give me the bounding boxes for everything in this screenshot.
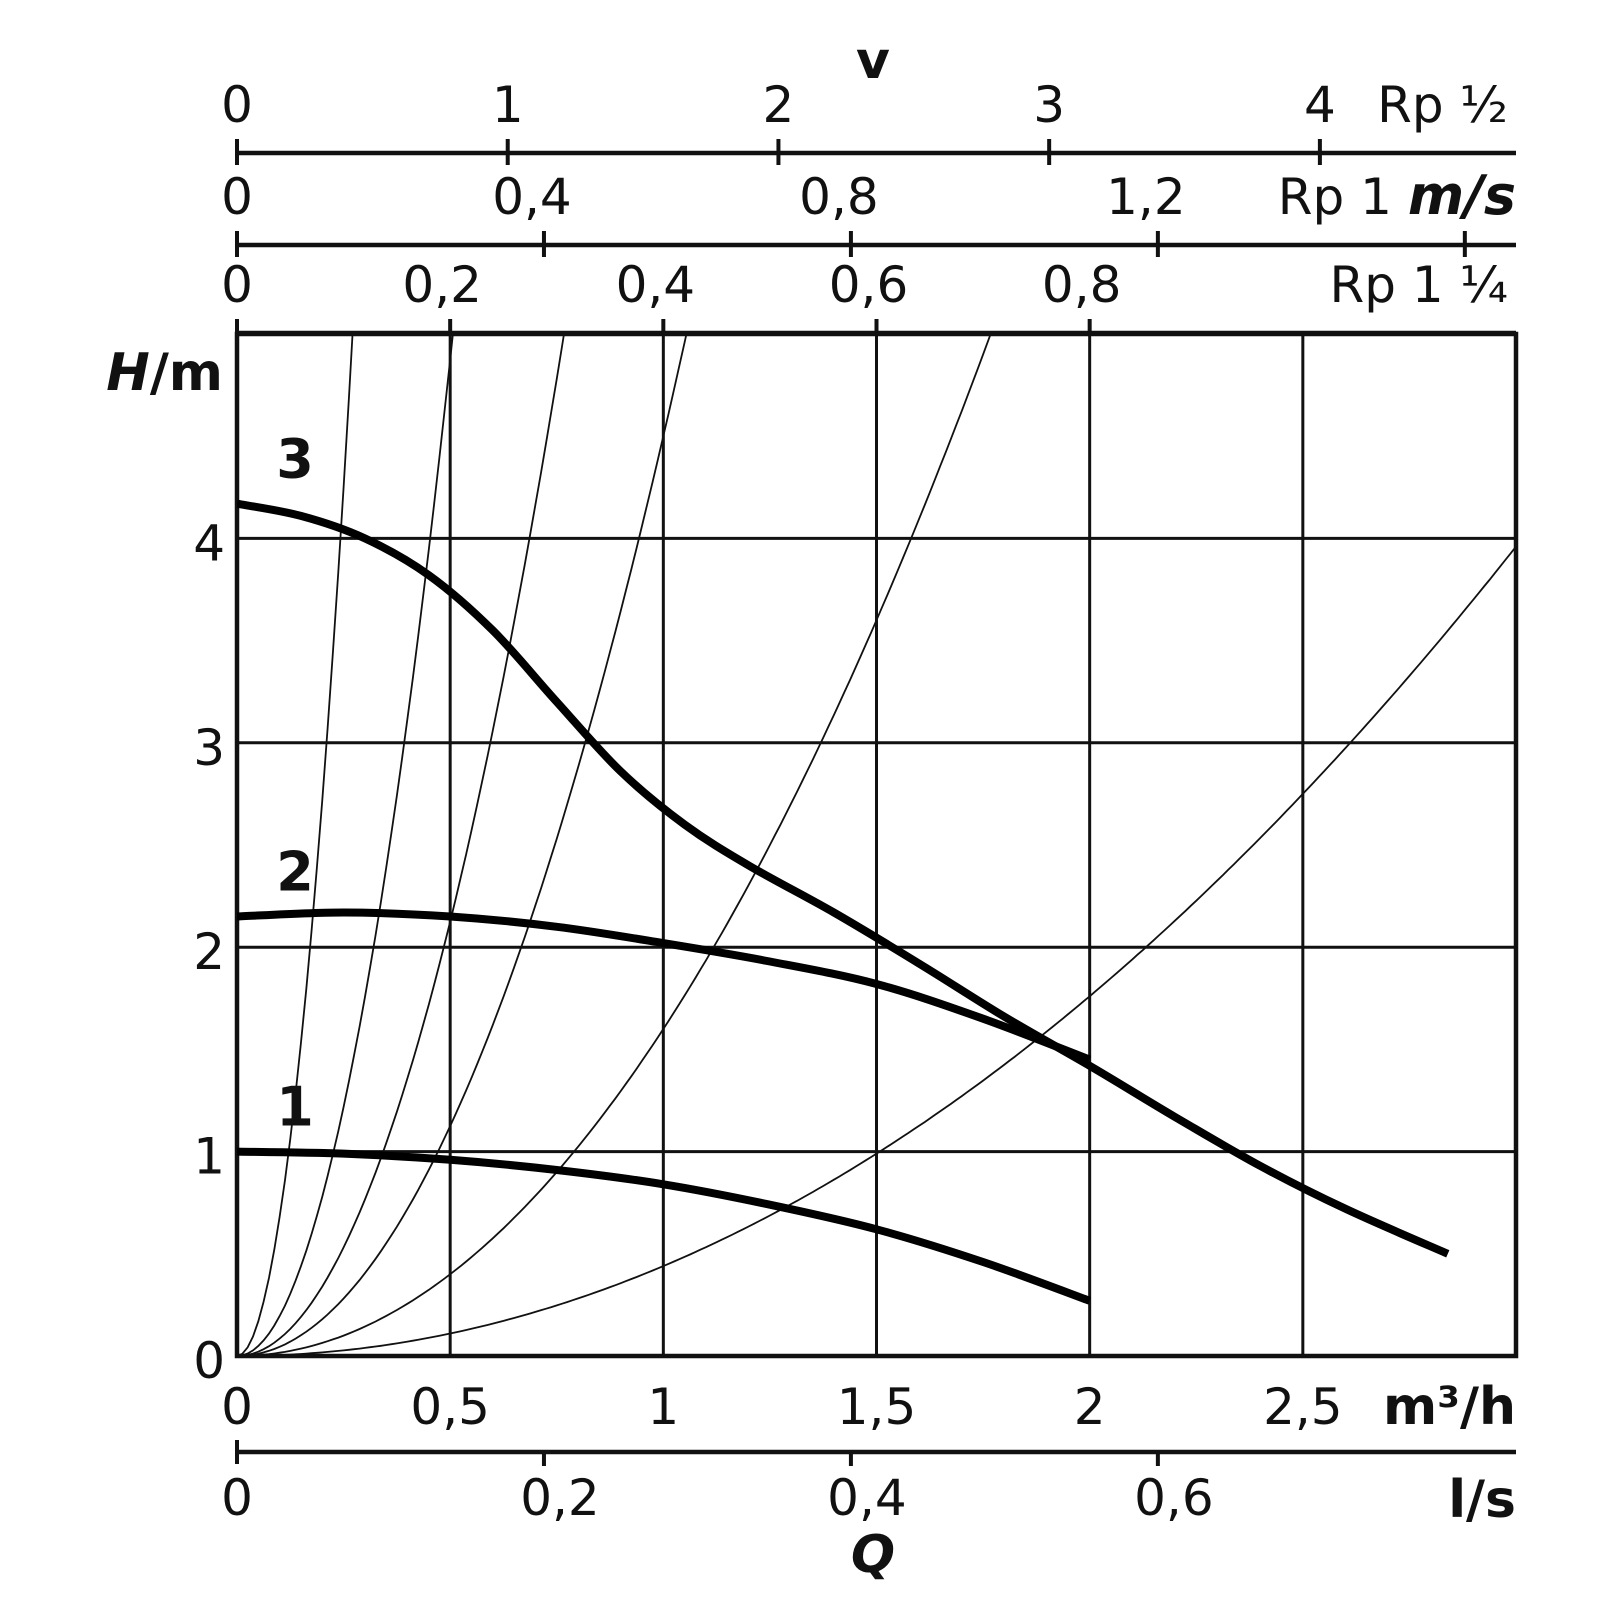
grid bbox=[234, 331, 1519, 1359]
x-tick-label: 2,5 bbox=[1263, 1378, 1343, 1436]
velocity-tick-label: 0,6 bbox=[829, 256, 909, 314]
axes bbox=[235, 139, 1516, 1466]
velocity-tick-label: 0,8 bbox=[799, 168, 879, 226]
velocity-tick-label: 0 bbox=[221, 76, 253, 134]
pump-curves bbox=[237, 499, 1450, 1305]
system-curve-5 bbox=[237, 334, 992, 1356]
x-tick-label: 0 bbox=[221, 1378, 253, 1436]
velocity-tick-label: 0 bbox=[221, 168, 253, 226]
pump-curve-1 bbox=[237, 1147, 1092, 1305]
velocity-scale-label: Rp 1 m/s bbox=[1278, 164, 1516, 227]
velocity-tick-label: 4 bbox=[1304, 76, 1336, 134]
system-curve-3 bbox=[237, 334, 565, 1356]
system-curve-4 bbox=[237, 334, 688, 1356]
velocity-tick-label: 0,8 bbox=[1042, 256, 1122, 314]
x-tick-label: 2 bbox=[1074, 1378, 1106, 1436]
ls-tick-label: 0,4 bbox=[827, 1469, 907, 1527]
velocity-tick-label: 1,2 bbox=[1106, 168, 1186, 226]
velocity-tick-label: 0 bbox=[221, 256, 253, 314]
x-axis-unit-m3h: m³/h bbox=[1383, 1377, 1516, 1437]
x-tick-label: 1,5 bbox=[837, 1378, 917, 1436]
velocity-tick-label: 1 bbox=[492, 76, 524, 134]
velocity-tick-label: 2 bbox=[763, 76, 795, 134]
system-curve-1 bbox=[237, 334, 354, 1356]
x-axis-unit-ls: l/s bbox=[1448, 1470, 1516, 1530]
y-tick-label: 3 bbox=[193, 719, 225, 777]
pump-curve-3 bbox=[237, 499, 1450, 1258]
q-letter: Q bbox=[851, 1525, 895, 1585]
system-curve-2 bbox=[237, 334, 454, 1356]
y-tick-label: 4 bbox=[193, 514, 225, 572]
ls-tick-label: 0,2 bbox=[520, 1469, 600, 1527]
velocity-scale-label: Rp 1 ¼ bbox=[1329, 256, 1508, 314]
x-tick-label: 0,5 bbox=[410, 1378, 490, 1436]
velocity-tick-label: 0,4 bbox=[616, 256, 696, 314]
y-tick-label: 2 bbox=[193, 923, 225, 981]
v-letter: v bbox=[856, 31, 890, 91]
y-tick-label: 1 bbox=[193, 1128, 225, 1186]
pump-curve-label-2: 2 bbox=[276, 841, 314, 904]
velocity-tick-label: 0,2 bbox=[402, 256, 482, 314]
x-tick-label: 1 bbox=[647, 1378, 679, 1436]
pump-curve-label-3: 3 bbox=[276, 428, 314, 491]
pump-curve-label-1: 1 bbox=[276, 1076, 314, 1139]
y-tick-label: 0 bbox=[193, 1332, 225, 1390]
velocity-tick-label: 0,4 bbox=[492, 168, 572, 226]
ls-tick-label: 0 bbox=[221, 1469, 253, 1527]
y-axis-label: H/m bbox=[106, 343, 223, 403]
ls-tick-label: 0,6 bbox=[1134, 1469, 1214, 1527]
pump-curve-2 bbox=[237, 908, 1092, 1064]
velocity-tick-label: 3 bbox=[1033, 76, 1065, 134]
velocity-scale-label: Rp ½ bbox=[1377, 76, 1508, 134]
